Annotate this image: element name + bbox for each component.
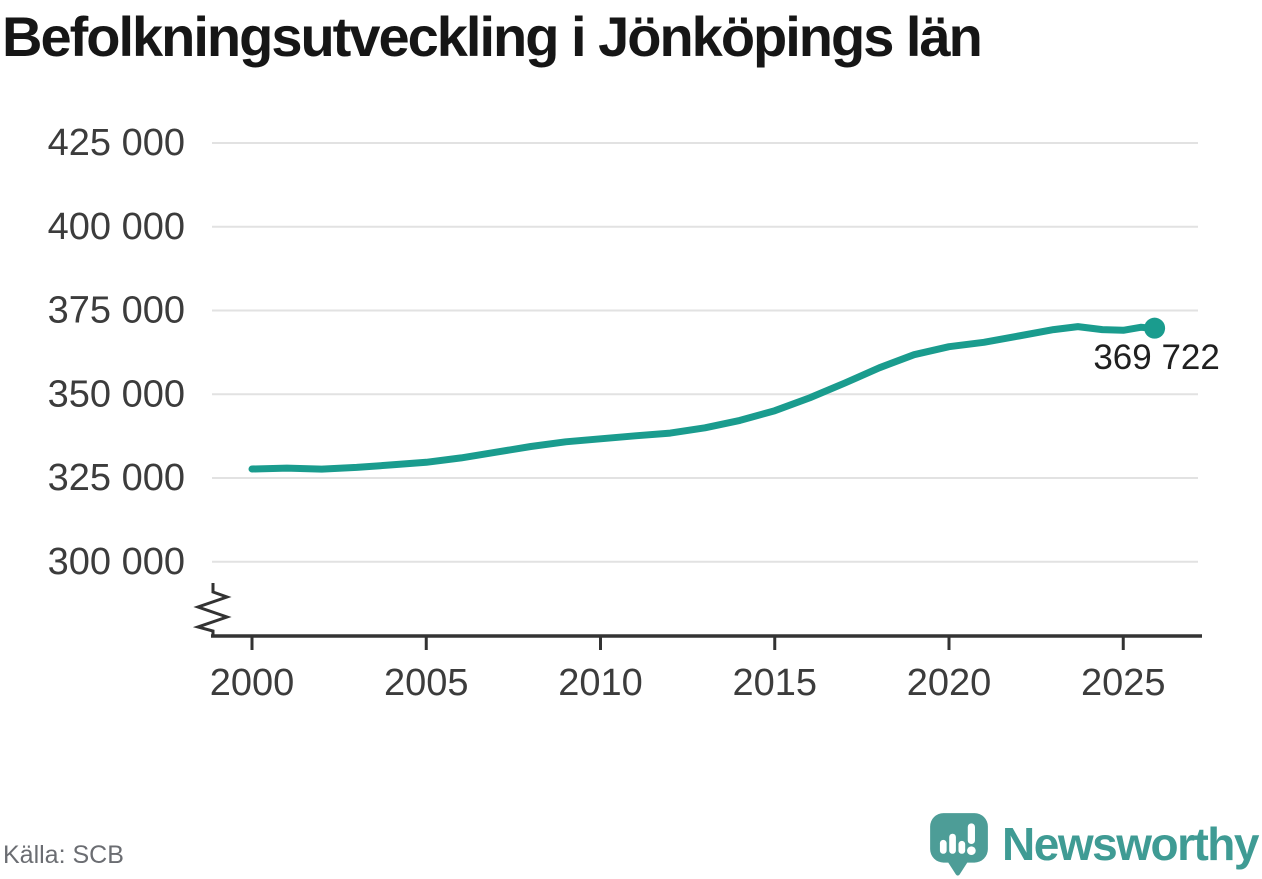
bar-1 xyxy=(939,839,947,854)
last-value-marker xyxy=(1144,317,1166,339)
x-axis-tick-label: 2025 xyxy=(1081,662,1166,704)
newsworthy-icon xyxy=(930,813,988,876)
y-axis-tick-label: 375 000 xyxy=(48,290,185,332)
last-value-label: 369 722 xyxy=(1093,338,1220,377)
exclamation-dot xyxy=(967,846,976,856)
x-axis-tick-label: 2020 xyxy=(907,662,992,704)
bar-3 xyxy=(958,840,966,854)
population-line-series xyxy=(248,323,1159,473)
newsworthy-logo: Newsworthy xyxy=(928,810,1259,878)
x-axis-tick-label: 2010 xyxy=(558,662,643,704)
exclamation-bar xyxy=(967,823,976,844)
x-axis-tick-label: 2005 xyxy=(384,662,469,704)
newsworthy-wordmark: Newsworthy xyxy=(1002,818,1259,870)
x-axis-tick-label: 2015 xyxy=(732,662,817,704)
y-axis-tick-label: 325 000 xyxy=(48,457,185,499)
y-axis-tick-label: 350 000 xyxy=(48,373,185,415)
x-axis-tick-label: 2000 xyxy=(210,662,295,704)
y-axis-tick-label: 400 000 xyxy=(48,206,185,248)
source-label: Källa: SCB xyxy=(3,841,124,869)
chart-title: Befolkningsutveckling i Jönköpings län xyxy=(2,5,983,68)
y-axis-tick-label: 300 000 xyxy=(48,541,185,583)
line-chart-plot: 425 000 400 000 375 000 350 000 325 000 300 0… xyxy=(48,122,1220,704)
bar-2 xyxy=(949,833,956,854)
y-axis-break-symbol xyxy=(192,583,232,636)
y-axis-tick-label: 425 000 xyxy=(48,122,185,164)
